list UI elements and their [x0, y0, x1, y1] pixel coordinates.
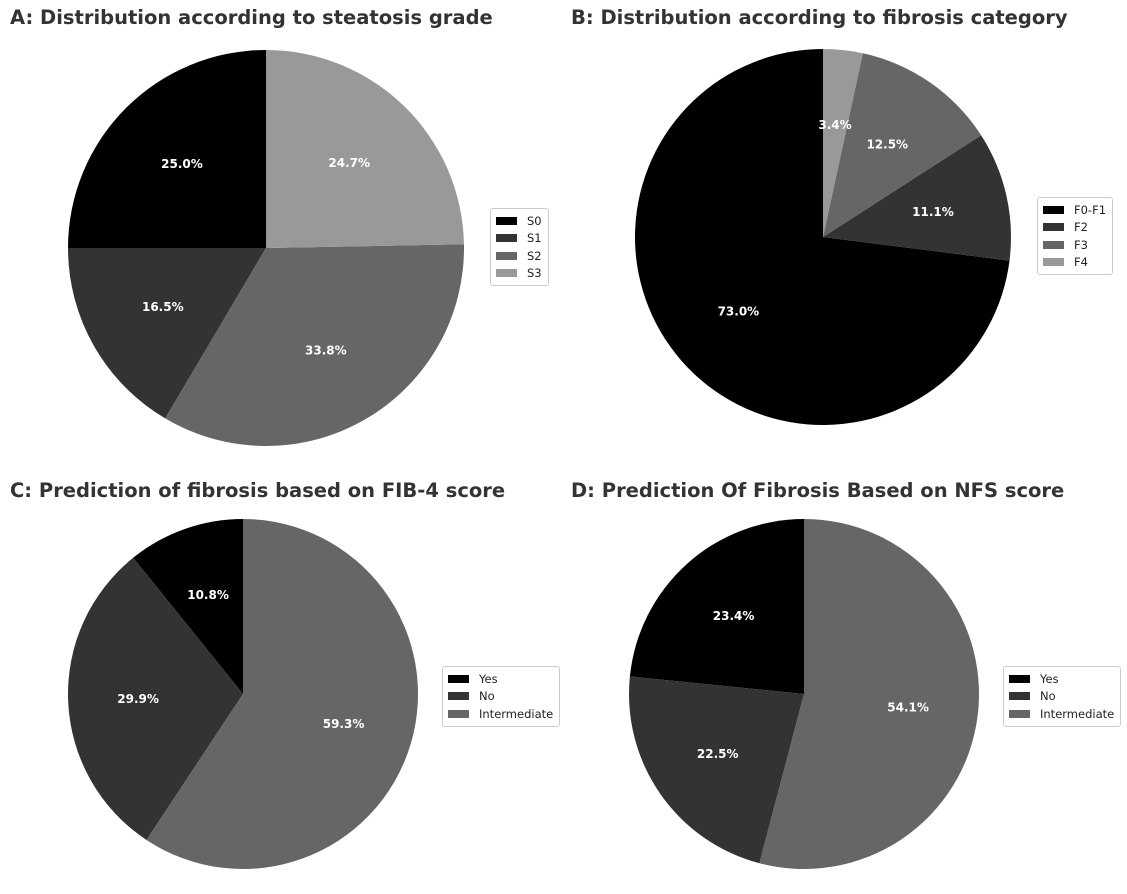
legend-item-d-2: Intermediate: [1009, 705, 1114, 723]
pie-data-label-c-0: 10.8%: [187, 588, 229, 602]
legend-label: F3: [1074, 237, 1088, 252]
chart-title-d: D: Prediction Of Fibrosis Based on NFS s…: [571, 479, 1065, 502]
pie-slice-d-intermediate: [759, 519, 979, 869]
legend-label: S1: [527, 231, 542, 246]
legend-label: F0-F1: [1074, 202, 1107, 217]
legend-item-a-0: S0: [496, 212, 542, 230]
pie-data-label-d-0: 23.4%: [713, 609, 755, 623]
legend-label: S0: [527, 213, 542, 228]
legend-swatch: [1009, 692, 1030, 701]
legend-label: No: [1040, 689, 1056, 704]
legend-swatch: [496, 234, 517, 243]
legend-label: S2: [527, 248, 542, 263]
legend-swatch: [1043, 240, 1064, 249]
pie-data-label-a-0: 25.0%: [161, 157, 203, 171]
pie-data-label-b-2: 12.5%: [866, 137, 908, 151]
legend-swatch: [496, 269, 517, 278]
legend-label: No: [479, 689, 495, 704]
pie-slice-d-no: [628, 676, 804, 864]
legend-item-a-1: S1: [496, 230, 542, 248]
legend-label: F2: [1074, 220, 1088, 235]
pie-slice-c-no: [68, 557, 243, 840]
legend-item-c-2: Intermediate: [448, 705, 553, 723]
legend-swatch: [1043, 258, 1064, 267]
chart-title-b: B: Distribution according to fibrosis ca…: [571, 6, 1068, 29]
legend-item-b-0: F0-F1: [1043, 201, 1106, 219]
pie-slice-d-yes: [629, 519, 804, 694]
legend-swatch: [496, 216, 517, 225]
legend-item-c-1: No: [448, 688, 553, 706]
legend-label: Intermediate: [479, 706, 554, 721]
legend-swatch: [1009, 709, 1030, 718]
legend-item-c-0: Yes: [448, 670, 553, 688]
legend-label: F4: [1074, 255, 1088, 270]
chart-title-c: C: Prediction of fibrosis based on FIB-4…: [10, 479, 506, 502]
legend-label: S3: [527, 266, 542, 281]
pie-slice-a-s1: [68, 248, 266, 419]
pie-data-label-c-2: 59.3%: [323, 717, 365, 731]
legend-item-d-1: No: [1009, 688, 1114, 706]
pie-slice-b-f4: [823, 49, 863, 237]
pie-data-label-b-3: 3.4%: [818, 118, 851, 132]
pie-slice-b-f2: [823, 135, 1011, 261]
pie-slice-c-yes: [133, 519, 243, 694]
pie-data-label-b-1: 11.1%: [912, 205, 954, 219]
legend-d: Yes No Intermediate: [1003, 666, 1122, 727]
legend-label: Yes: [479, 671, 498, 686]
legend-b: F0-F1 F2 F3 F4: [1037, 197, 1114, 275]
legend-item-a-3: S3: [496, 265, 542, 283]
legend-swatch: [448, 674, 469, 683]
legend-swatch: [448, 692, 469, 701]
legend-swatch: [1043, 223, 1064, 232]
legend-label: Intermediate: [1040, 706, 1115, 721]
legend-a: S0 S1 S2 S3: [490, 208, 549, 286]
pie-slice-a-s3: [266, 50, 464, 248]
legend-item-b-1: F2: [1043, 219, 1106, 237]
pie-data-label-d-2: 54.1%: [887, 700, 929, 714]
legend-swatch: [1043, 205, 1064, 214]
pie-data-label-a-1: 16.5%: [142, 300, 184, 314]
pie-data-label-d-1: 22.5%: [697, 747, 739, 761]
legend-item-b-2: F3: [1043, 236, 1106, 254]
pie-slice-c-intermediate: [146, 519, 418, 869]
pie-slice-a-s0: [68, 50, 266, 248]
legend-c: Yes No Intermediate: [442, 666, 561, 727]
pie-data-label-b-0: 73.0%: [718, 305, 760, 319]
chart-title-a: A: Distribution according to steatosis g…: [10, 6, 493, 29]
legend-swatch: [448, 709, 469, 718]
pie-data-label-a-2: 33.8%: [305, 344, 347, 358]
legend-item-a-2: S2: [496, 247, 542, 265]
legend-label: Yes: [1040, 671, 1059, 686]
pie-slice-b-f3: [823, 53, 982, 238]
pie-data-label-c-1: 29.9%: [117, 692, 159, 706]
legend-swatch: [496, 251, 517, 260]
legend-item-b-3: F4: [1043, 254, 1106, 272]
pie-data-label-a-3: 24.7%: [328, 156, 370, 170]
legend-swatch: [1009, 674, 1030, 683]
pie-slice-b-f0-f1: [635, 49, 1010, 425]
pie-slice-a-s2: [165, 244, 465, 446]
legend-item-d-0: Yes: [1009, 670, 1114, 688]
